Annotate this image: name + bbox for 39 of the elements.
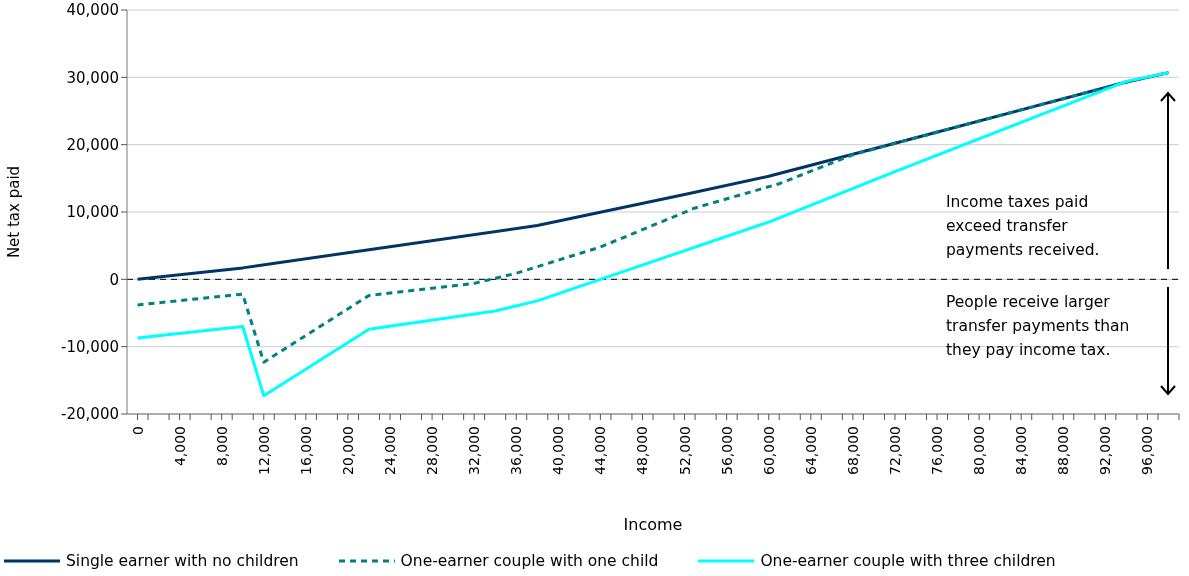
legend-label: Single earner with no children xyxy=(66,552,299,570)
y-tick-label: -10,000 xyxy=(61,337,119,356)
x-tick-label: 56,000 xyxy=(718,426,735,475)
x-tick-label: 52,000 xyxy=(676,426,693,475)
x-tick-label: 24,000 xyxy=(382,426,398,475)
y-tick-label: 40,000 xyxy=(66,1,119,20)
annotation: People receive larger transfer payments than they pay income tax. xyxy=(946,292,1131,361)
y-tick-label: 20,000 xyxy=(66,135,119,154)
x-tick-label: 36,000 xyxy=(508,426,525,475)
x-tick-label: 12,000 xyxy=(255,426,272,475)
x-tick-label: 0 xyxy=(129,426,146,435)
y-tick-label: -20,000 xyxy=(61,405,119,424)
x-tick-label: 80,000 xyxy=(971,426,988,475)
legend-label: One-earner couple with three children xyxy=(760,552,1056,570)
x-tick-label: 28,000 xyxy=(424,426,441,475)
x-tick-label: 88,000 xyxy=(1055,426,1072,475)
x-tick-label: 20,000 xyxy=(339,426,356,475)
x-tick-label: 48,000 xyxy=(634,426,651,475)
y-tick-label: 10,000 xyxy=(66,203,119,222)
x-tick-label: 8,000 xyxy=(213,426,230,467)
x-axis-title: Income xyxy=(623,515,683,534)
x-tick-label: 92,000 xyxy=(1097,426,1114,475)
x-tick-label: 44,000 xyxy=(592,426,609,475)
y-tick-label: 30,000 xyxy=(66,68,119,87)
x-tick-label: 4,000 xyxy=(171,426,188,467)
x-tick-label: 16,000 xyxy=(297,426,314,475)
annotation: Income taxes paid exceed transfer payments received. xyxy=(946,192,1101,261)
x-tick-label: 60,000 xyxy=(760,426,777,475)
legend-label: One-earner couple with one child xyxy=(400,552,659,570)
y-axis-title: Net tax paid xyxy=(5,165,24,259)
x-tick-label: 68,000 xyxy=(844,426,861,475)
x-tick-label: 64,000 xyxy=(802,426,819,475)
x-tick-label: 72,000 xyxy=(886,426,903,475)
x-tick-label: 96,000 xyxy=(1139,426,1156,475)
x-tick-label: 40,000 xyxy=(550,426,567,475)
x-tick-label: 84,000 xyxy=(1013,426,1030,475)
y-tick-label: 0 xyxy=(109,270,119,289)
x-tick-label: 76,000 xyxy=(929,426,946,475)
x-tick-label: 32,000 xyxy=(466,426,483,475)
